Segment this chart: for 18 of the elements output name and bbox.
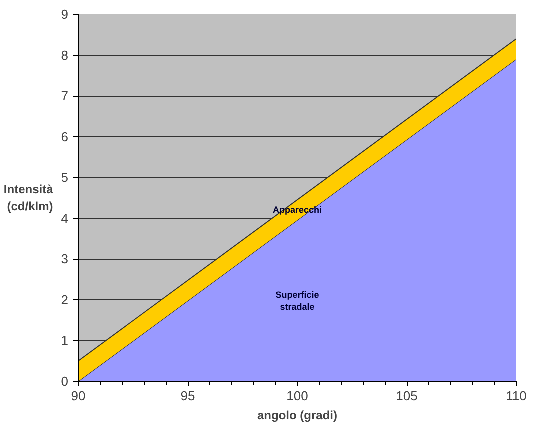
y-tick-label: 2 [61, 292, 69, 308]
y-tick-label: 8 [61, 48, 69, 63]
x-tick-label: 100 [286, 388, 308, 404]
x-tick-label: 90 [71, 388, 86, 404]
series-label: Superficie stradale [276, 290, 320, 312]
y-tick-label: 4 [61, 210, 69, 226]
x-tick-label: 110 [506, 388, 527, 404]
y-tick-label: 9 [61, 7, 69, 22]
x-tick-label: 95 [180, 388, 196, 404]
y-tick-label: 6 [61, 129, 69, 144]
x-axis-title: angolo (gradi) [258, 408, 338, 422]
y-tick-label: 0 [61, 374, 69, 389]
y-axis-title: Intensità (cd/klm) [4, 182, 54, 214]
y-tick-label: 5 [61, 170, 69, 186]
y-tick-label: 3 [61, 252, 69, 267]
y-tick-label: 7 [61, 88, 69, 104]
y-tick-label: 1 [61, 333, 69, 348]
x-tick-label: 105 [396, 388, 418, 404]
